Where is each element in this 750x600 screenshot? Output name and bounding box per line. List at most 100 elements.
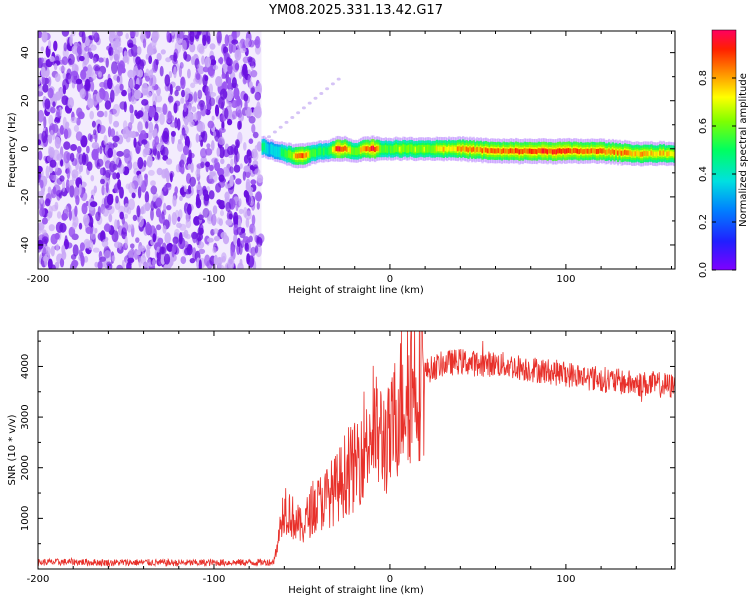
noise-blob [138, 257, 142, 268]
noise-blob [150, 200, 155, 211]
noise-blob [256, 141, 262, 152]
noise-blob [81, 203, 88, 215]
noise-blob [243, 166, 251, 173]
noise-blob [233, 31, 241, 38]
noise-blob [76, 146, 82, 154]
noise-blob [47, 87, 54, 99]
noise-blob [54, 116, 60, 123]
noise-blob [157, 106, 163, 114]
signal-cell [273, 146, 276, 157]
signal-cell [650, 150, 653, 156]
snr-series [38, 331, 675, 568]
noise-blob [96, 103, 100, 111]
signal-cell [657, 151, 660, 157]
noise-blob [86, 145, 90, 154]
signal-cell [347, 147, 350, 153]
y-tick-label: 20 [20, 94, 31, 107]
noise-blob [245, 194, 252, 206]
signal-cell [585, 148, 588, 154]
noise-blob [59, 257, 65, 268]
noise-blob [73, 124, 79, 133]
noise-blob [124, 235, 128, 249]
noise-blob [141, 99, 149, 106]
noise-blob [137, 186, 142, 199]
noise-blob [71, 222, 77, 230]
signal-cell [395, 144, 398, 152]
noise-blob [143, 89, 149, 96]
noise-blob [76, 45, 82, 55]
noise-blob [174, 186, 178, 195]
noise-blob [60, 158, 64, 167]
noise-blob [38, 139, 42, 146]
noise-blob [220, 231, 227, 239]
noise-blob [231, 246, 236, 253]
noise-blob [117, 179, 122, 190]
noise-blob [171, 212, 177, 225]
noise-blob [164, 74, 171, 87]
x-tick-label: -200 [27, 274, 50, 285]
noise-blob [196, 123, 203, 132]
noise-blob [181, 89, 186, 98]
noise-blob [239, 163, 243, 169]
signal-cell [611, 148, 614, 154]
noise-blob [91, 142, 100, 150]
noise-blob [114, 219, 118, 232]
noise-blob [54, 261, 60, 269]
signal-cell [587, 148, 590, 154]
noise-blob [218, 96, 225, 109]
noise-blob [143, 147, 151, 156]
signal-cell [470, 147, 474, 153]
noise-blob [87, 240, 94, 251]
noise-blob [109, 160, 116, 173]
signal-cell [553, 149, 556, 155]
noise-blob [78, 249, 83, 257]
noise-blob [174, 89, 179, 97]
noise-blob [207, 237, 214, 243]
noise-blob [195, 73, 201, 80]
signal-cell [349, 147, 352, 153]
signal-cell [527, 148, 530, 154]
noise-blob [255, 191, 262, 202]
signal-cell [340, 146, 343, 152]
signal-cell [648, 151, 651, 156]
noise-blob [48, 224, 55, 232]
noise-blob [152, 129, 157, 138]
noise-blob [127, 257, 135, 263]
signal-cell [601, 148, 604, 154]
noise-blob [135, 237, 140, 244]
noise-blob [137, 173, 143, 187]
noise-blob [224, 34, 230, 47]
noise-blob [161, 168, 167, 178]
noise-blob [215, 76, 223, 87]
noise-blob [54, 136, 61, 149]
noise-blob [56, 128, 61, 139]
signal-cell [441, 146, 444, 152]
faint-streak-point [319, 92, 324, 95]
noise-blob [232, 60, 240, 73]
noise-blob [52, 101, 56, 108]
noise-blob [38, 31, 43, 39]
noise-blob [236, 95, 241, 107]
signal-cell [414, 147, 417, 152]
noise-blob [162, 103, 168, 115]
noise-blob [42, 255, 49, 262]
noise-blob [132, 214, 138, 222]
faint-streak-point [284, 120, 289, 124]
signal-cell [368, 147, 371, 152]
signal-cell [337, 146, 340, 152]
signal-cell [323, 147, 326, 156]
noise-blob [130, 95, 137, 105]
noise-blob [126, 51, 130, 65]
signal-cell [625, 150, 628, 156]
noise-blob [141, 139, 148, 145]
noise-blob [89, 110, 94, 120]
noise-blob [83, 255, 89, 263]
noise-blob [121, 89, 127, 97]
noise-blob [179, 195, 183, 201]
noise-blob [242, 171, 246, 181]
noise-blob [234, 49, 242, 61]
noise-blob [212, 65, 219, 70]
noise-blob [202, 207, 210, 218]
signal-cell [477, 147, 481, 153]
signal-cell [495, 148, 498, 154]
